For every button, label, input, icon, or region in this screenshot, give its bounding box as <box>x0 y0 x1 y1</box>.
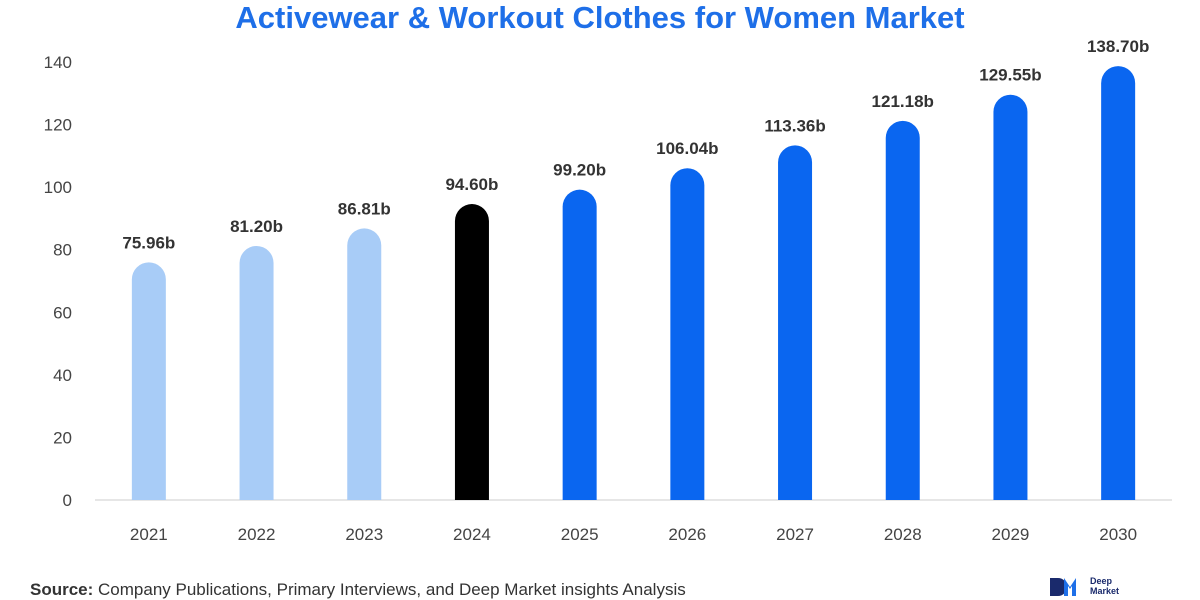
source-note: Source: Company Publications, Primary In… <box>30 578 686 600</box>
bar <box>131 262 166 500</box>
data-label: 138.70b <box>1087 37 1149 56</box>
bar <box>562 189 597 500</box>
y-tick-label: 100 <box>44 178 72 197</box>
data-label: 129.55b <box>979 66 1041 85</box>
bar <box>778 145 813 500</box>
x-tick-label: 2023 <box>345 525 383 544</box>
logo-text-line1: Deep <box>1090 576 1113 586</box>
y-tick-label: 20 <box>53 428 72 447</box>
y-tick-label: 60 <box>53 303 72 322</box>
y-tick-label: 40 <box>53 366 72 385</box>
source-text: Company Publications, Primary Interviews… <box>93 580 686 599</box>
data-label: 94.60b <box>445 175 498 194</box>
x-tick-label: 2030 <box>1099 525 1137 544</box>
bar <box>347 228 382 500</box>
source-label: Source: <box>30 580 94 599</box>
data-label: 86.81b <box>338 199 391 218</box>
logo-mark-icon <box>1050 578 1076 596</box>
bar <box>454 204 489 500</box>
x-tick-label: 2028 <box>884 525 922 544</box>
logo-text: Deep Market <box>1090 576 1119 596</box>
data-label: 81.20b <box>230 217 283 236</box>
data-label: 106.04b <box>656 139 718 158</box>
y-tick-label: 0 <box>63 491 72 510</box>
bar <box>993 94 1028 500</box>
data-label: 121.18b <box>872 92 934 111</box>
bar <box>885 120 920 500</box>
data-label: 99.20b <box>553 161 606 180</box>
chart-title: Activewear & Workout Clothes for Women M… <box>235 0 965 35</box>
data-label: 75.96b <box>122 233 175 252</box>
logo-text-line2: Market <box>1090 586 1120 596</box>
y-tick-label: 120 <box>44 116 72 135</box>
bar <box>239 245 274 500</box>
data-label: 113.36b <box>764 116 825 135</box>
bar <box>670 168 705 501</box>
company-logo: Deep Market <box>1048 574 1168 600</box>
x-tick-label: 2027 <box>776 525 814 544</box>
x-tick-label: 2024 <box>453 525 491 544</box>
x-tick-label: 2026 <box>668 525 706 544</box>
y-tick-label: 140 <box>44 53 72 72</box>
y-tick-label: 80 <box>53 241 72 260</box>
bar <box>1101 66 1136 501</box>
x-tick-label: 2022 <box>238 525 276 544</box>
x-tick-label: 2029 <box>992 525 1030 544</box>
x-tick-label: 2021 <box>130 525 168 544</box>
x-tick-label: 2025 <box>561 525 599 544</box>
